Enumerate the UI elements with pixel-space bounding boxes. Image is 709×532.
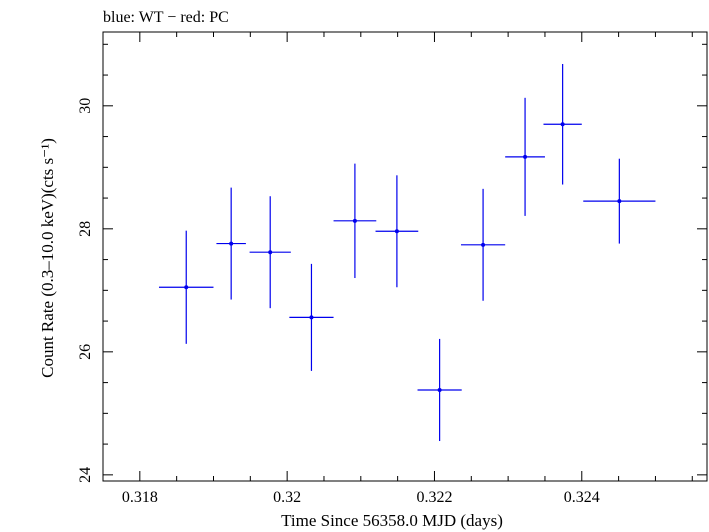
data-marker	[437, 387, 442, 392]
x-tick-label: 0.324	[564, 489, 600, 506]
y-axis-label: Count Rate (0.3–10.0 keV)(cts s⁻¹)	[38, 138, 57, 378]
data-marker	[184, 285, 189, 290]
y-tick-label: 28	[77, 221, 94, 237]
data-marker	[394, 229, 399, 234]
data-point	[158, 230, 214, 344]
data-point	[216, 187, 246, 300]
x-axis-label: Time Since 56358.0 MJD (days)	[281, 511, 503, 530]
data-marker	[560, 122, 565, 127]
data-marker	[309, 315, 314, 320]
data-point	[543, 63, 582, 185]
data-marker	[481, 242, 486, 247]
data-point	[460, 188, 506, 301]
chart-title: blue: WT − red: PC	[103, 9, 229, 26]
data-point	[289, 263, 334, 371]
y-tick-label: 30	[77, 98, 94, 114]
x-tick-label: 0.322	[416, 489, 452, 506]
x-tick-labels: 0.318 0.32 0.322 0.324	[122, 489, 600, 506]
axis-ticks	[102, 32, 707, 481]
y-tick-label: 24	[77, 467, 94, 483]
data-point	[375, 175, 419, 288]
data-marker	[523, 154, 528, 159]
y-tick-labels: 24 26 28 30	[77, 98, 94, 483]
data-marker	[352, 218, 357, 223]
y-tick-label: 26	[77, 344, 94, 360]
data-series-wt	[158, 63, 656, 442]
x-tick-label: 0.32	[273, 489, 301, 506]
data-marker	[268, 250, 273, 255]
data-point	[249, 196, 291, 309]
data-point	[333, 163, 377, 279]
data-marker	[617, 199, 622, 204]
data-marker	[229, 241, 234, 246]
data-point	[583, 158, 656, 244]
data-point	[505, 97, 545, 216]
x-tick-label: 0.318	[122, 489, 158, 506]
plot-frame	[102, 31, 708, 482]
data-point	[417, 338, 462, 442]
